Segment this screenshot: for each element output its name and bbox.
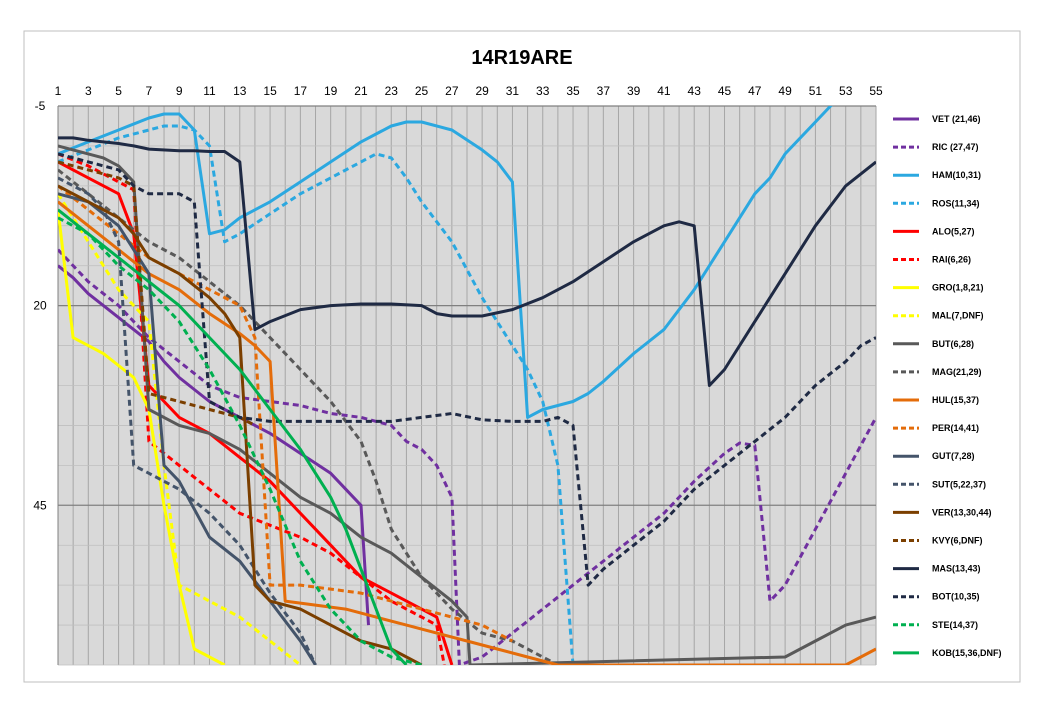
series-line-0 bbox=[58, 264, 370, 626]
series-line-9 bbox=[58, 168, 559, 665]
y-axis-ticks: -5 20 45 bbox=[33, 99, 47, 512]
legend-label: RIC (27,47) bbox=[932, 142, 979, 152]
legend-label: MAL(7,DNF) bbox=[932, 311, 984, 321]
series-line-5 bbox=[58, 152, 446, 665]
series-line-4 bbox=[58, 160, 454, 665]
x-tick-label: 43 bbox=[688, 84, 702, 98]
legend-label: ROS(11,34) bbox=[932, 198, 980, 208]
series-lines bbox=[58, 106, 876, 665]
x-tick-label: 19 bbox=[324, 84, 338, 98]
x-tick-label: 55 bbox=[869, 84, 883, 98]
legend-label: STE(14,37) bbox=[932, 620, 978, 630]
series-line-19 bbox=[58, 208, 408, 665]
x-tick-label: 23 bbox=[385, 84, 399, 98]
legend-label: MAS(13,43) bbox=[932, 564, 981, 574]
x-tick-label: 21 bbox=[354, 84, 368, 98]
x-tick-label: 35 bbox=[566, 84, 580, 98]
x-tick-label: 51 bbox=[809, 84, 823, 98]
series-line-16 bbox=[58, 136, 876, 387]
x-tick-label: 41 bbox=[657, 84, 671, 98]
legend: VET (21,46) RIC (27,47) HAM(10,31) ROS(11,3… bbox=[893, 114, 1002, 658]
series-line-14 bbox=[58, 184, 423, 665]
legend-label: KOB(15,36,DNF) bbox=[932, 648, 1002, 658]
x-tick-label: 47 bbox=[748, 84, 762, 98]
series-line-3 bbox=[58, 124, 575, 665]
series-line-18 bbox=[58, 216, 422, 665]
x-tick-label: 33 bbox=[536, 84, 550, 98]
series-line-7 bbox=[58, 192, 302, 665]
x-tick-label: 11 bbox=[203, 84, 216, 98]
legend-label: BOT(10,35) bbox=[932, 592, 980, 602]
legend-label: SUT(5,22,37) bbox=[932, 479, 986, 489]
legend-label: PER(14,41) bbox=[932, 423, 979, 433]
x-tick-label: 37 bbox=[597, 84, 611, 98]
legend-label: RAI(6,26) bbox=[932, 255, 971, 265]
series-line-8 bbox=[58, 144, 876, 665]
legend-label: HUL(15,37) bbox=[932, 395, 979, 405]
legend-label: VER(13,30,44) bbox=[932, 507, 992, 517]
x-tick-label: 49 bbox=[778, 84, 792, 98]
x-tick-label: 15 bbox=[263, 84, 277, 98]
series-line-10 bbox=[58, 200, 876, 665]
legend-label: HAM(10,31) bbox=[932, 170, 981, 180]
y-tick-label: 45 bbox=[33, 498, 47, 512]
y-tick-label: 20 bbox=[33, 299, 47, 313]
x-tick-label: 1 bbox=[55, 84, 62, 98]
legend-label: GUT(7,28) bbox=[932, 451, 975, 461]
x-tick-label: 3 bbox=[85, 84, 92, 98]
legend-label: MAG(21,29) bbox=[932, 367, 982, 377]
x-tick-label: 17 bbox=[294, 84, 308, 98]
x-tick-label: 31 bbox=[506, 84, 520, 98]
x-tick-label: 27 bbox=[445, 84, 459, 98]
x-tick-label: 25 bbox=[415, 84, 429, 98]
x-tick-label: 53 bbox=[839, 84, 853, 98]
series-line-15 bbox=[58, 160, 256, 427]
x-axis-ticks: 1 3 5 7 9 11 13 15 17 19 21 23 25 27 29 31 33 35 37 39 41 43 4… bbox=[55, 84, 883, 98]
series-line-6 bbox=[58, 209, 226, 665]
legend-label: GRO(1,8,21) bbox=[932, 283, 984, 293]
series-line-12 bbox=[58, 192, 317, 665]
x-tick-label: 7 bbox=[146, 84, 153, 98]
x-tick-label: 5 bbox=[115, 84, 122, 98]
legend-label: ALO(5,27) bbox=[932, 226, 975, 236]
series-line-11 bbox=[58, 184, 514, 643]
x-tick-label: 29 bbox=[475, 84, 489, 98]
x-tick-label: 9 bbox=[176, 84, 183, 98]
series-line-1 bbox=[58, 248, 876, 665]
legend-label: VET (21,46) bbox=[932, 114, 981, 124]
x-tick-label: 45 bbox=[718, 84, 732, 98]
y-tick-label: -5 bbox=[35, 99, 46, 113]
x-tick-label: 39 bbox=[627, 84, 641, 98]
chart-title: 14R19ARE bbox=[471, 47, 572, 69]
legend-label: KVY(6,DNF) bbox=[932, 536, 983, 546]
x-tick-label: 13 bbox=[233, 84, 247, 98]
legend-label: BUT(6,28) bbox=[932, 339, 974, 349]
